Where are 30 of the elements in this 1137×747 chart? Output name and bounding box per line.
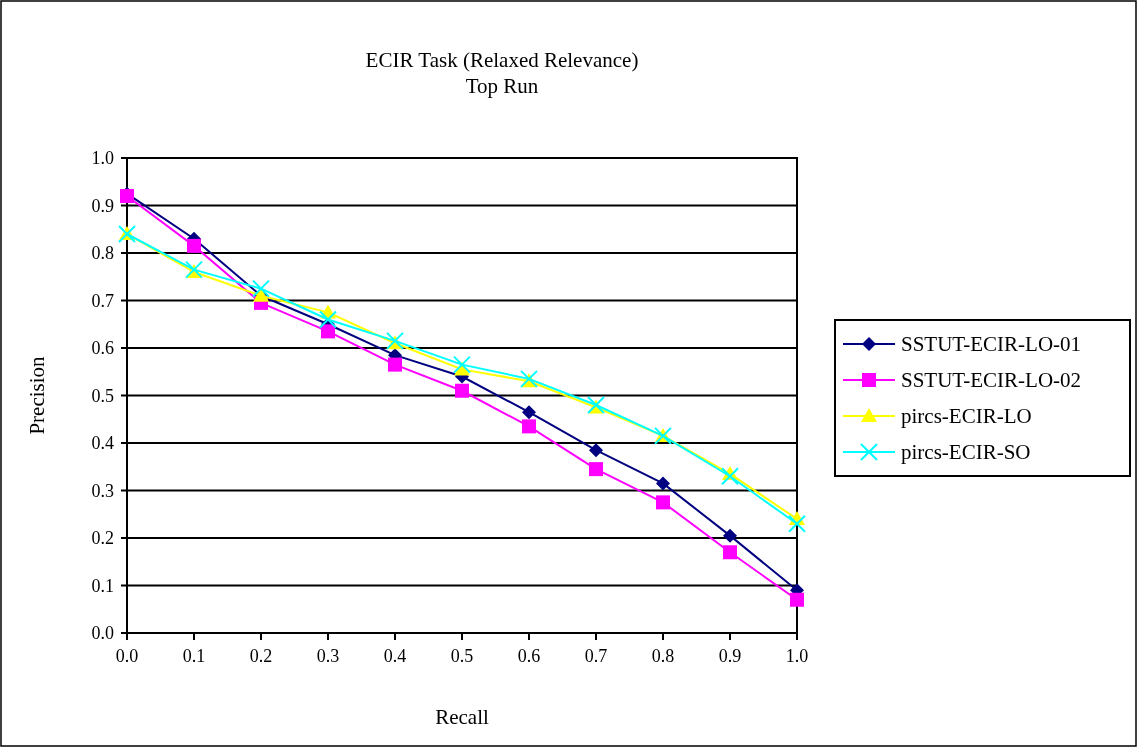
x-tick-label: 0.4	[383, 646, 407, 666]
y-tick-label: 0.4	[91, 433, 114, 453]
x-tick-label: 0.8	[651, 646, 675, 666]
legend-label: SSTUT-ECIR-LO-01	[901, 332, 1082, 356]
y-tick-label: 0.9	[91, 195, 114, 216]
y-tick-label: 0.0	[91, 623, 114, 643]
x-tick-label: 1.0	[785, 646, 809, 666]
x-axis-title: Recall	[435, 705, 489, 729]
x-tick-label: 0.7	[584, 646, 608, 666]
legend-label: pircs-ECIR-SO	[901, 440, 1031, 464]
x-tick-label: 0.6	[517, 646, 541, 666]
x-tick-label: 0.9	[718, 646, 742, 666]
x-tick-label: 0.2	[249, 646, 273, 666]
y-tick-label: 0.2	[91, 528, 114, 548]
x-tick-label: 0.3	[316, 646, 340, 666]
y-axis-title: Precision	[25, 355, 49, 435]
x-tick-label: 0.0	[115, 646, 139, 666]
y-tick-label: 1.0	[91, 148, 114, 168]
x-tick-label: 0.1	[182, 646, 206, 666]
chart-subtitle: Top Run	[465, 74, 539, 98]
y-tick-label: 0.8	[91, 243, 114, 263]
y-tick-label: 0.5	[91, 385, 114, 406]
chart-title: ECIR Task (Relaxed Relevance)	[365, 48, 639, 72]
y-tick-label: 0.7	[91, 290, 114, 311]
y-tick-label: 0.3	[91, 480, 114, 501]
legend-label: SSTUT-ECIR-LO-02	[901, 368, 1082, 392]
x-tick-label: 0.5	[450, 646, 474, 666]
legend-label: pircs-ECIR-LO	[901, 404, 1032, 428]
y-tick-label: 0.1	[91, 575, 114, 596]
y-tick-label: 0.6	[91, 338, 114, 358]
